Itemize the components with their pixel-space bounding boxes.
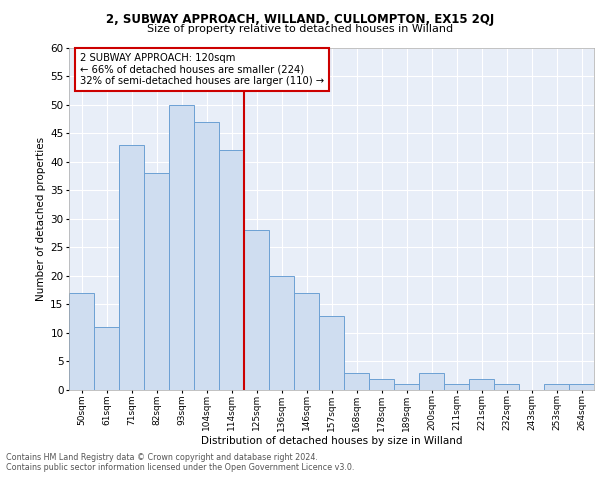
Y-axis label: Number of detached properties: Number of detached properties	[36, 136, 46, 301]
Bar	[244, 230, 269, 390]
Bar	[219, 150, 244, 390]
Bar	[269, 276, 294, 390]
Bar	[419, 373, 444, 390]
Bar	[319, 316, 344, 390]
Bar	[569, 384, 594, 390]
Bar	[294, 293, 319, 390]
Bar	[119, 144, 144, 390]
Text: Size of property relative to detached houses in Willand: Size of property relative to detached ho…	[147, 24, 453, 34]
Bar	[94, 327, 119, 390]
Bar	[344, 373, 369, 390]
X-axis label: Distribution of detached houses by size in Willand: Distribution of detached houses by size …	[201, 436, 462, 446]
Text: Contains HM Land Registry data © Crown copyright and database right 2024.: Contains HM Land Registry data © Crown c…	[6, 454, 318, 462]
Text: 2, SUBWAY APPROACH, WILLAND, CULLOMPTON, EX15 2QJ: 2, SUBWAY APPROACH, WILLAND, CULLOMPTON,…	[106, 12, 494, 26]
Bar	[469, 378, 494, 390]
Bar	[169, 104, 194, 390]
Bar	[369, 378, 394, 390]
Bar	[194, 122, 219, 390]
Bar	[144, 173, 169, 390]
Bar	[494, 384, 519, 390]
Bar	[544, 384, 569, 390]
Text: Contains public sector information licensed under the Open Government Licence v3: Contains public sector information licen…	[6, 464, 355, 472]
Bar	[394, 384, 419, 390]
Bar	[69, 293, 94, 390]
Bar	[444, 384, 469, 390]
Text: 2 SUBWAY APPROACH: 120sqm
← 66% of detached houses are smaller (224)
32% of semi: 2 SUBWAY APPROACH: 120sqm ← 66% of detac…	[79, 52, 323, 86]
